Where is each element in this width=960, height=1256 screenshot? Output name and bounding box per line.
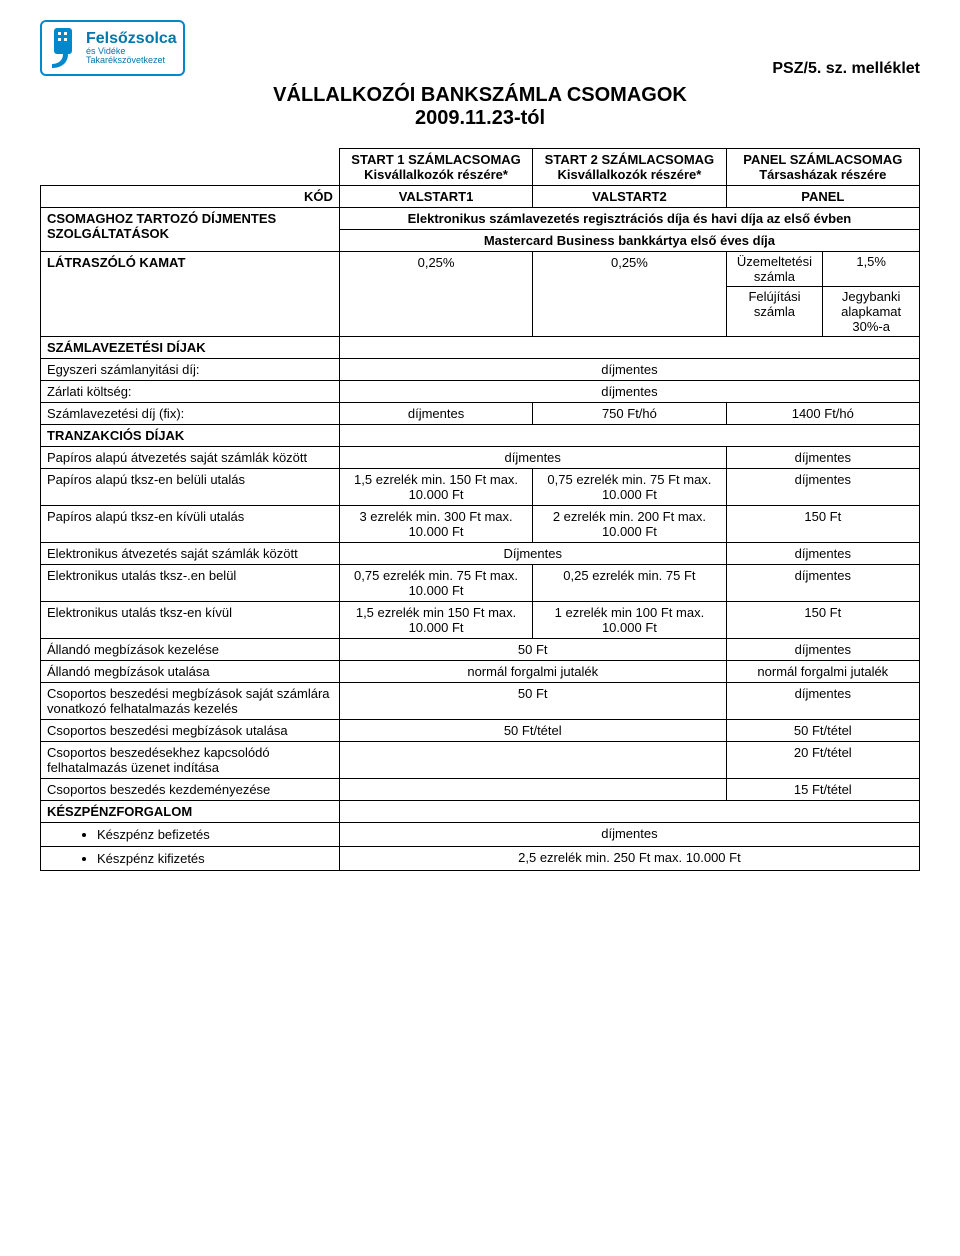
page-title: VÁLLALKOZÓI BANKSZÁMLA CSOMAGOK (40, 84, 920, 107)
r7-label: Állandó megbízások kezelése (41, 639, 340, 661)
csomag-r2: Mastercard Business bankkártya első éves… (339, 230, 919, 252)
r11-v1 (339, 742, 726, 779)
kod-v1: VALSTART1 (339, 186, 532, 208)
r3-v1: 3 ezrelék min. 300 Ft max. 10.000 Ft (339, 506, 532, 543)
fix-v1: díjmentes (339, 403, 532, 425)
keszpenz-label: KÉSZPÉNZFORGALOM (41, 801, 340, 823)
r6-v3: 150 Ft (726, 602, 919, 639)
zarlati-label: Zárlati költség: (41, 381, 340, 403)
szamladij-label: SZÁMLAVEZETÉSI DÍJAK (41, 337, 340, 359)
r10-v2: 50 Ft/tétel (726, 720, 919, 742)
logo-icon (48, 26, 82, 70)
col-head-1: START 1 SZÁMLACSOMAG Kisvállalkozók rész… (339, 149, 532, 186)
latra-label: LÁTRASZÓLÓ KAMAT (41, 252, 340, 337)
r4-v1: Díjmentes (339, 543, 726, 565)
r5-v2: 0,25 ezrelék min. 75 Ft (533, 565, 726, 602)
latra-v2: 0,25% (533, 252, 726, 337)
fix-v2: 750 Ft/hó (533, 403, 726, 425)
r3-label: Papíros alapú tksz-en kívüli utalás (41, 506, 340, 543)
kp1-label: Készpénz befizetés (97, 826, 333, 843)
r4-v2: díjmentes (726, 543, 919, 565)
r1-v2: díjmentes (726, 447, 919, 469)
r12-v1 (339, 779, 726, 801)
csomag-r1: Elektronikus számlavezetés regisztrációs… (339, 208, 919, 230)
tranz-label: TRANZAKCIÓS DÍJAK (41, 425, 340, 447)
col-head-2: START 2 SZÁMLACSOMAG Kisvállalkozók rész… (533, 149, 726, 186)
kod-v3: PANEL (726, 186, 919, 208)
fix-label: Számlavezetési díj (fix): (41, 403, 340, 425)
kp2-val: 2,5 ezrelék min. 250 Ft max. 10.000 Ft (339, 847, 919, 871)
logo-main-text: Felsőzsolca (86, 31, 177, 47)
document-code: PSZ/5. sz. melléklet (772, 60, 920, 78)
r9-label: Csoportos beszedési megbízások saját szá… (41, 683, 340, 720)
r2-label: Papíros alapú tksz-en belüli utalás (41, 469, 340, 506)
r9-v1: 50 Ft (339, 683, 726, 720)
r5-label: Elektronikus utalás tksz-.en belül (41, 565, 340, 602)
pricing-table: START 1 SZÁMLACSOMAG Kisvállalkozók rész… (40, 148, 920, 871)
egyszeri-label: Egyszeri számlanyitási díj: (41, 359, 340, 381)
latra-m2b: Jegybanki alapkamat 30%-a (823, 287, 919, 336)
bank-logo: Felsőzsolca és Vidéke Takarékszövetkezet (40, 20, 185, 76)
r4-label: Elektronikus átvezetés saját számlák köz… (41, 543, 340, 565)
r3-v3: 150 Ft (726, 506, 919, 543)
r7-v1: 50 Ft (339, 639, 726, 661)
latra-v1: 0,25% (339, 252, 532, 337)
logo-sub-text-2: Takarékszövetkezet (86, 56, 177, 65)
r5-v1: 0,75 ezrelék min. 75 Ft max. 10.000 Ft (339, 565, 532, 602)
r7-v2: díjmentes (726, 639, 919, 661)
kp2-label: Készpénz kifizetés (97, 850, 333, 867)
r1-v1: díjmentes (339, 447, 726, 469)
latra-m1b: 1,5% (823, 252, 919, 286)
r6-v1: 1,5 ezrelék min 150 Ft max. 10.000 Ft (339, 602, 532, 639)
r11-v2: 20 Ft/tétel (726, 742, 919, 779)
r10-label: Csoportos beszedési megbízások utalása (41, 720, 340, 742)
zarlati-val: díjmentes (339, 381, 919, 403)
r10-v1: 50 Ft/tétel (339, 720, 726, 742)
latra-m2a: Felújítási számla (727, 287, 824, 336)
r8-v2: normál forgalmi jutalék (726, 661, 919, 683)
col-head-3: PANEL SZÁMLACSOMAG Társasházak részére (726, 149, 919, 186)
csomag-label: CSOMAGHOZ TARTOZÓ DÍJMENTES SZOLGÁLTATÁS… (41, 208, 340, 252)
kod-v2: VALSTART2 (533, 186, 726, 208)
page-subtitle: 2009.11.23-tól (40, 107, 920, 130)
r8-label: Állandó megbízások utalása (41, 661, 340, 683)
kp1-val: díjmentes (339, 823, 919, 847)
r6-label: Elektronikus utalás tksz-en kívül (41, 602, 340, 639)
r6-v2: 1 ezrelék min 100 Ft max. 10.000 Ft (533, 602, 726, 639)
r2-v1: 1,5 ezrelék min. 150 Ft max. 10.000 Ft (339, 469, 532, 506)
r3-v2: 2 ezrelék min. 200 Ft max. 10.000 Ft (533, 506, 726, 543)
kod-label: KÓD (41, 186, 340, 208)
r12-label: Csoportos beszedés kezdeményezése (41, 779, 340, 801)
r1-label: Papíros alapú átvezetés saját számlák kö… (41, 447, 340, 469)
r11-label: Csoportos beszedésekhez kapcsolódó felha… (41, 742, 340, 779)
r5-v3: díjmentes (726, 565, 919, 602)
r2-v3: díjmentes (726, 469, 919, 506)
latra-m1a: Üzemeltetési számla (727, 252, 824, 286)
fix-v3: 1400 Ft/hó (726, 403, 919, 425)
r2-v2: 0,75 ezrelék min. 75 Ft max. 10.000 Ft (533, 469, 726, 506)
r12-v2: 15 Ft/tétel (726, 779, 919, 801)
egyszeri-val: díjmentes (339, 359, 919, 381)
r8-v1: normál forgalmi jutalék (339, 661, 726, 683)
r9-v2: díjmentes (726, 683, 919, 720)
